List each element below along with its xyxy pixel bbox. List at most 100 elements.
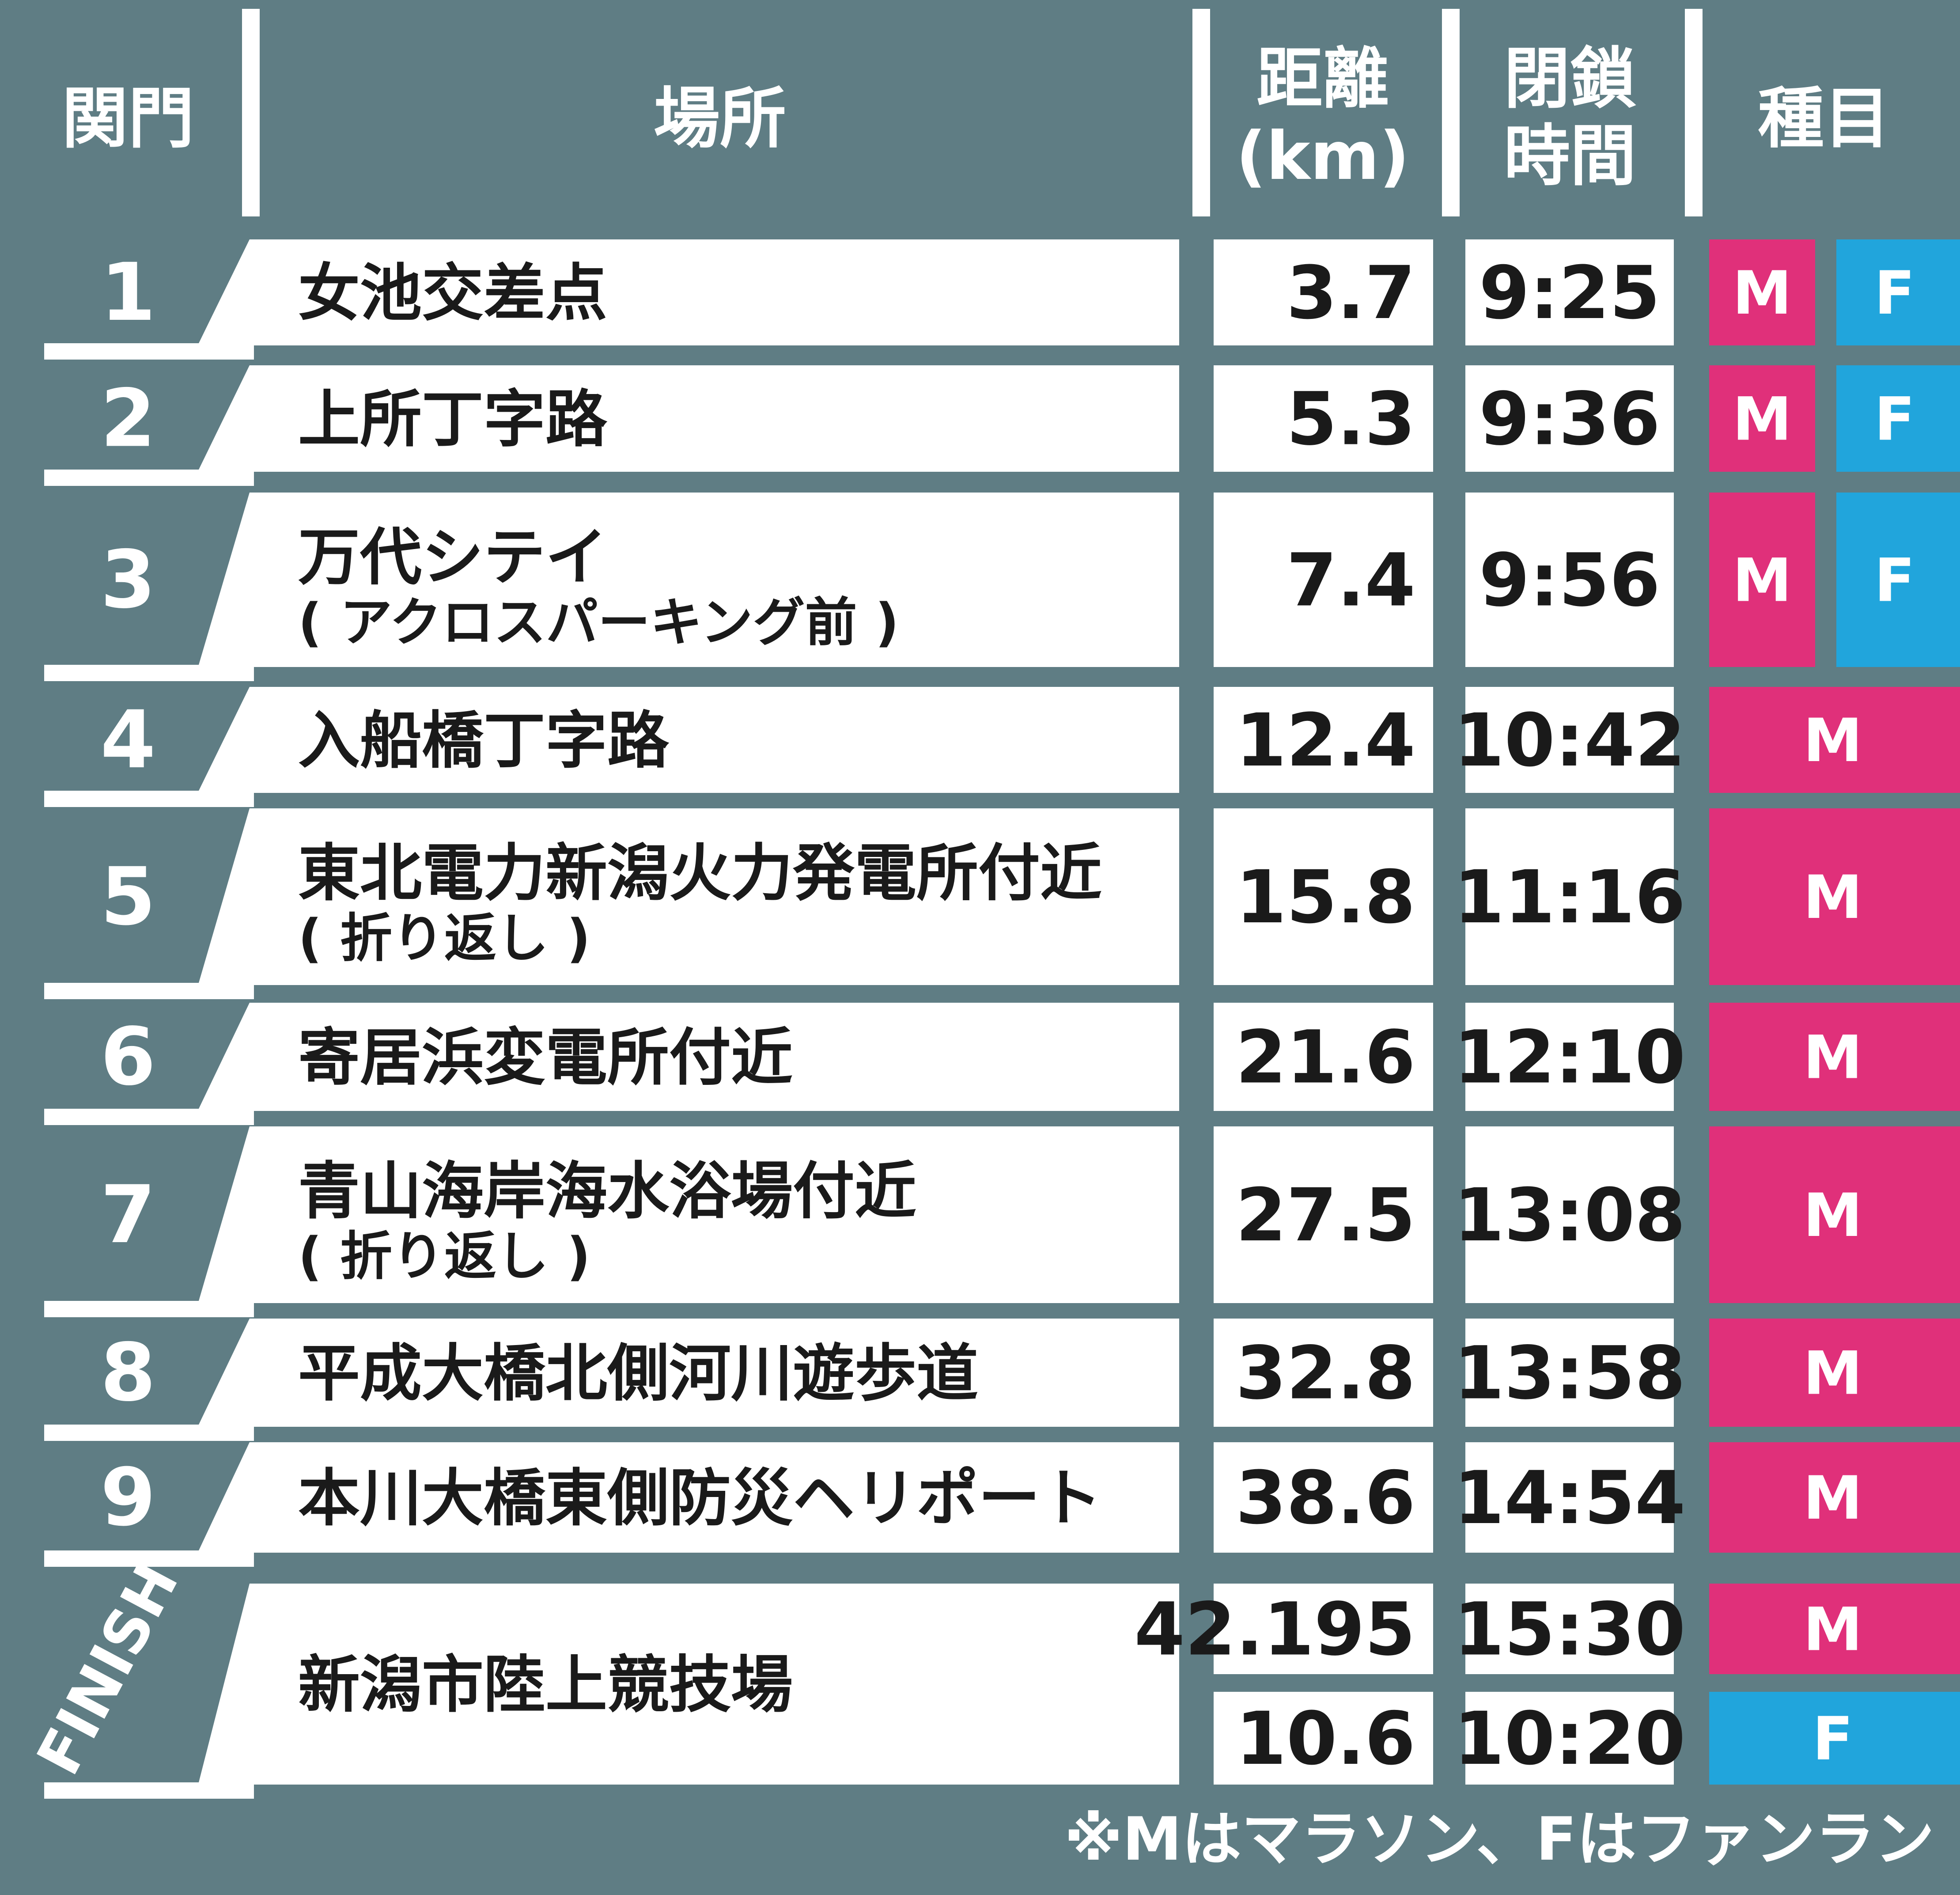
gate-stripe	[44, 808, 254, 999]
distance-cell	[1214, 808, 1433, 985]
distance-value: 12.4	[1236, 698, 1415, 783]
event-badge-marathon	[1709, 493, 1815, 667]
gate-number: 2	[100, 373, 155, 465]
distance-cell	[1214, 239, 1433, 345]
event-badge-marathon	[1709, 1442, 1960, 1553]
event-label: M	[1803, 1181, 1862, 1250]
distance-value: 15.8	[1236, 855, 1415, 940]
gate-stripe	[44, 1584, 254, 1799]
place-name: 入船橋丁字路	[298, 705, 670, 777]
header-gate: 関門	[62, 80, 194, 157]
header-place: 場所	[654, 80, 786, 157]
distance-cell	[1214, 365, 1433, 472]
event-label: M	[1803, 1463, 1862, 1533]
closing-time-cell	[1465, 808, 1674, 985]
distance-cell	[1214, 493, 1433, 667]
gate-stripe	[44, 687, 254, 807]
gate-number: 4	[100, 694, 155, 786]
gate-number: 8	[100, 1327, 155, 1419]
gate-number: 6	[100, 1011, 155, 1103]
header-closing-time-line2: 時間	[1504, 118, 1636, 195]
distance-cell	[1214, 1442, 1433, 1553]
closing-time-value: 11:16	[1453, 855, 1685, 940]
event-badge-funrun	[1709, 1692, 1960, 1785]
gate-stripe	[44, 1003, 254, 1125]
place-cell	[254, 1442, 1179, 1553]
place-cell	[254, 808, 1179, 985]
closing-time-cell	[1465, 1442, 1674, 1553]
header-separator	[1685, 9, 1703, 216]
distance-value: 32.8	[1236, 1331, 1415, 1416]
event-label: M	[1803, 1595, 1862, 1664]
distance-value: 3.7	[1286, 250, 1415, 335]
closing-time-value: 14:54	[1453, 1455, 1685, 1540]
place-name: 東北電力新潟火力発電所付近	[298, 838, 1102, 910]
place-cell	[254, 1584, 1179, 1785]
closing-time-value: 10:42	[1453, 698, 1685, 783]
closing-time-cell	[1465, 1319, 1674, 1427]
gate-stripe	[44, 493, 254, 681]
closing-time-value: 13:58	[1453, 1331, 1685, 1416]
gate-number: 9	[100, 1452, 155, 1544]
header-closing-time: 閉鎖	[1504, 41, 1636, 117]
closing-time-cell	[1465, 239, 1674, 345]
gate-number: 5	[100, 851, 155, 943]
event-label: F	[1874, 385, 1915, 454]
event-badge-marathon	[1709, 1003, 1960, 1111]
gate-stripe	[44, 1319, 254, 1441]
header-distance: 距離	[1256, 41, 1389, 117]
event-label: M	[1803, 1023, 1862, 1092]
place-name: 寄居浜変電所付近	[298, 1022, 793, 1094]
header-separator	[1192, 9, 1210, 216]
gate-stripe	[44, 1126, 254, 1317]
closing-time-value: 13:08	[1453, 1173, 1685, 1258]
header-event: 種目	[1758, 80, 1890, 157]
distance-value: 27.5	[1236, 1173, 1415, 1258]
place-cell	[254, 1003, 1179, 1111]
gate-number: 7	[100, 1169, 155, 1261]
distance-cell	[1214, 1692, 1433, 1785]
event-badge-marathon	[1709, 1126, 1960, 1303]
closing-time-cell	[1465, 1126, 1674, 1303]
gate-stripe	[44, 1442, 254, 1567]
closing-time-cell	[1465, 687, 1674, 793]
distance-cell	[1214, 1319, 1433, 1427]
event-badge-marathon	[1709, 1319, 1960, 1427]
event-badge-funrun	[1836, 493, 1960, 667]
distance-value: 10.6	[1236, 1696, 1415, 1781]
event-label: M	[1803, 863, 1862, 932]
distance-cell	[1214, 1126, 1433, 1303]
place-name: 新潟市陸上競技場	[298, 1649, 793, 1721]
closing-time-cell	[1465, 365, 1674, 472]
place-cell	[254, 493, 1179, 667]
place-name: 本川大橋東側防災ヘリポート	[298, 1463, 1102, 1535]
closing-time-value: 9:36	[1479, 377, 1660, 462]
closing-time-cell	[1465, 1584, 1674, 1674]
event-badge-funrun	[1836, 239, 1960, 345]
event-label: F	[1812, 1704, 1853, 1774]
closing-time-value: 10:20	[1453, 1696, 1685, 1781]
place-note: ( 折り返し )	[298, 1226, 590, 1287]
place-name: 青山海岸海水浴場付近	[298, 1156, 916, 1228]
event-badge-funrun	[1836, 365, 1960, 472]
distance-value: 38.6	[1236, 1455, 1415, 1540]
event-label: M	[1803, 1339, 1862, 1408]
place-name: 万代シテイ	[298, 522, 607, 594]
distance-cell	[1214, 1584, 1433, 1674]
closing-time-cell	[1465, 1692, 1674, 1785]
event-label: F	[1874, 258, 1915, 328]
header-separator	[242, 9, 260, 216]
event-label: M	[1733, 385, 1792, 454]
header-distance-unit: (km)	[1236, 118, 1409, 195]
place-note: ( アクロスパーキング前 )	[298, 592, 899, 653]
header-separator	[1442, 9, 1460, 216]
event-badge-marathon	[1709, 687, 1960, 793]
distance-cell	[1214, 1003, 1433, 1111]
event-label: M	[1733, 546, 1792, 615]
event-badge-marathon	[1709, 365, 1815, 472]
place-name: 平成大橋北側河川遊歩道	[298, 1338, 978, 1410]
place-cell	[254, 687, 1179, 793]
distance-value: 5.3	[1286, 377, 1415, 462]
closing-time-value: 12:10	[1453, 1015, 1685, 1100]
